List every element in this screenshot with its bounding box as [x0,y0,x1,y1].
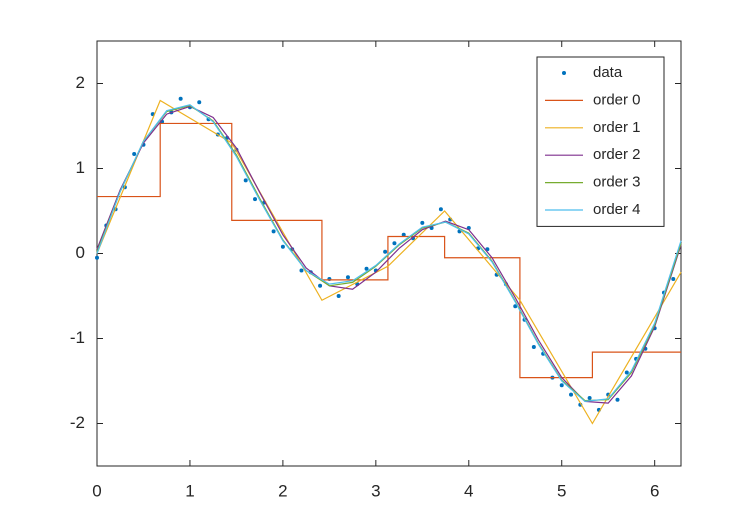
y-tick-label: 2 [76,73,85,92]
y-tick-label: 0 [76,243,85,262]
legend-label: order 3 [593,174,641,191]
legend-label: order 1 [593,119,641,136]
data-point [587,396,592,400]
data-point [345,275,350,280]
legend-label: data [593,64,623,81]
data-point [280,244,285,249]
data-point [438,207,443,212]
x-tick-label: 6 [650,481,659,500]
x-tick-label: 4 [464,481,473,500]
data-point [132,152,137,157]
x-tick-label: 2 [278,481,287,500]
series-line [97,122,681,379]
x-tick-label: 1 [185,481,194,500]
data-point [197,100,202,105]
data-point [420,220,425,225]
legend-box [536,56,665,227]
data-point [364,266,369,271]
legend-label: order 2 [593,146,641,163]
x-tick-label: 3 [371,481,380,500]
data-point [243,178,248,183]
data-point [271,229,276,234]
data-point [95,255,99,260]
data-point [615,397,620,402]
data-point [253,197,258,202]
series-line [96,99,682,425]
data-point [336,294,341,298]
data-point [624,370,629,375]
y-tick-label: -2 [70,413,85,432]
legend-label: order 0 [593,91,641,108]
data-point [383,249,388,254]
data-point [411,236,416,241]
data-point [392,241,397,246]
data-point [559,383,564,388]
x-tick-label: 5 [557,481,566,500]
data-point [513,304,518,309]
x-tick-label: 0 [92,481,101,500]
data-point [318,283,323,288]
data-point [531,345,536,349]
series-line [96,104,682,403]
data-point [178,96,183,101]
legend-marker [562,71,566,75]
y-tick-label: -1 [70,328,85,347]
data-point [569,392,574,397]
legend-label: order 4 [593,201,641,218]
data-point [401,232,406,237]
data-point [671,277,676,281]
data-point [299,268,304,273]
y-tick-label: 1 [76,158,85,177]
legend: data order 0 order 1 order 2 order 3 order 4 [536,56,665,227]
